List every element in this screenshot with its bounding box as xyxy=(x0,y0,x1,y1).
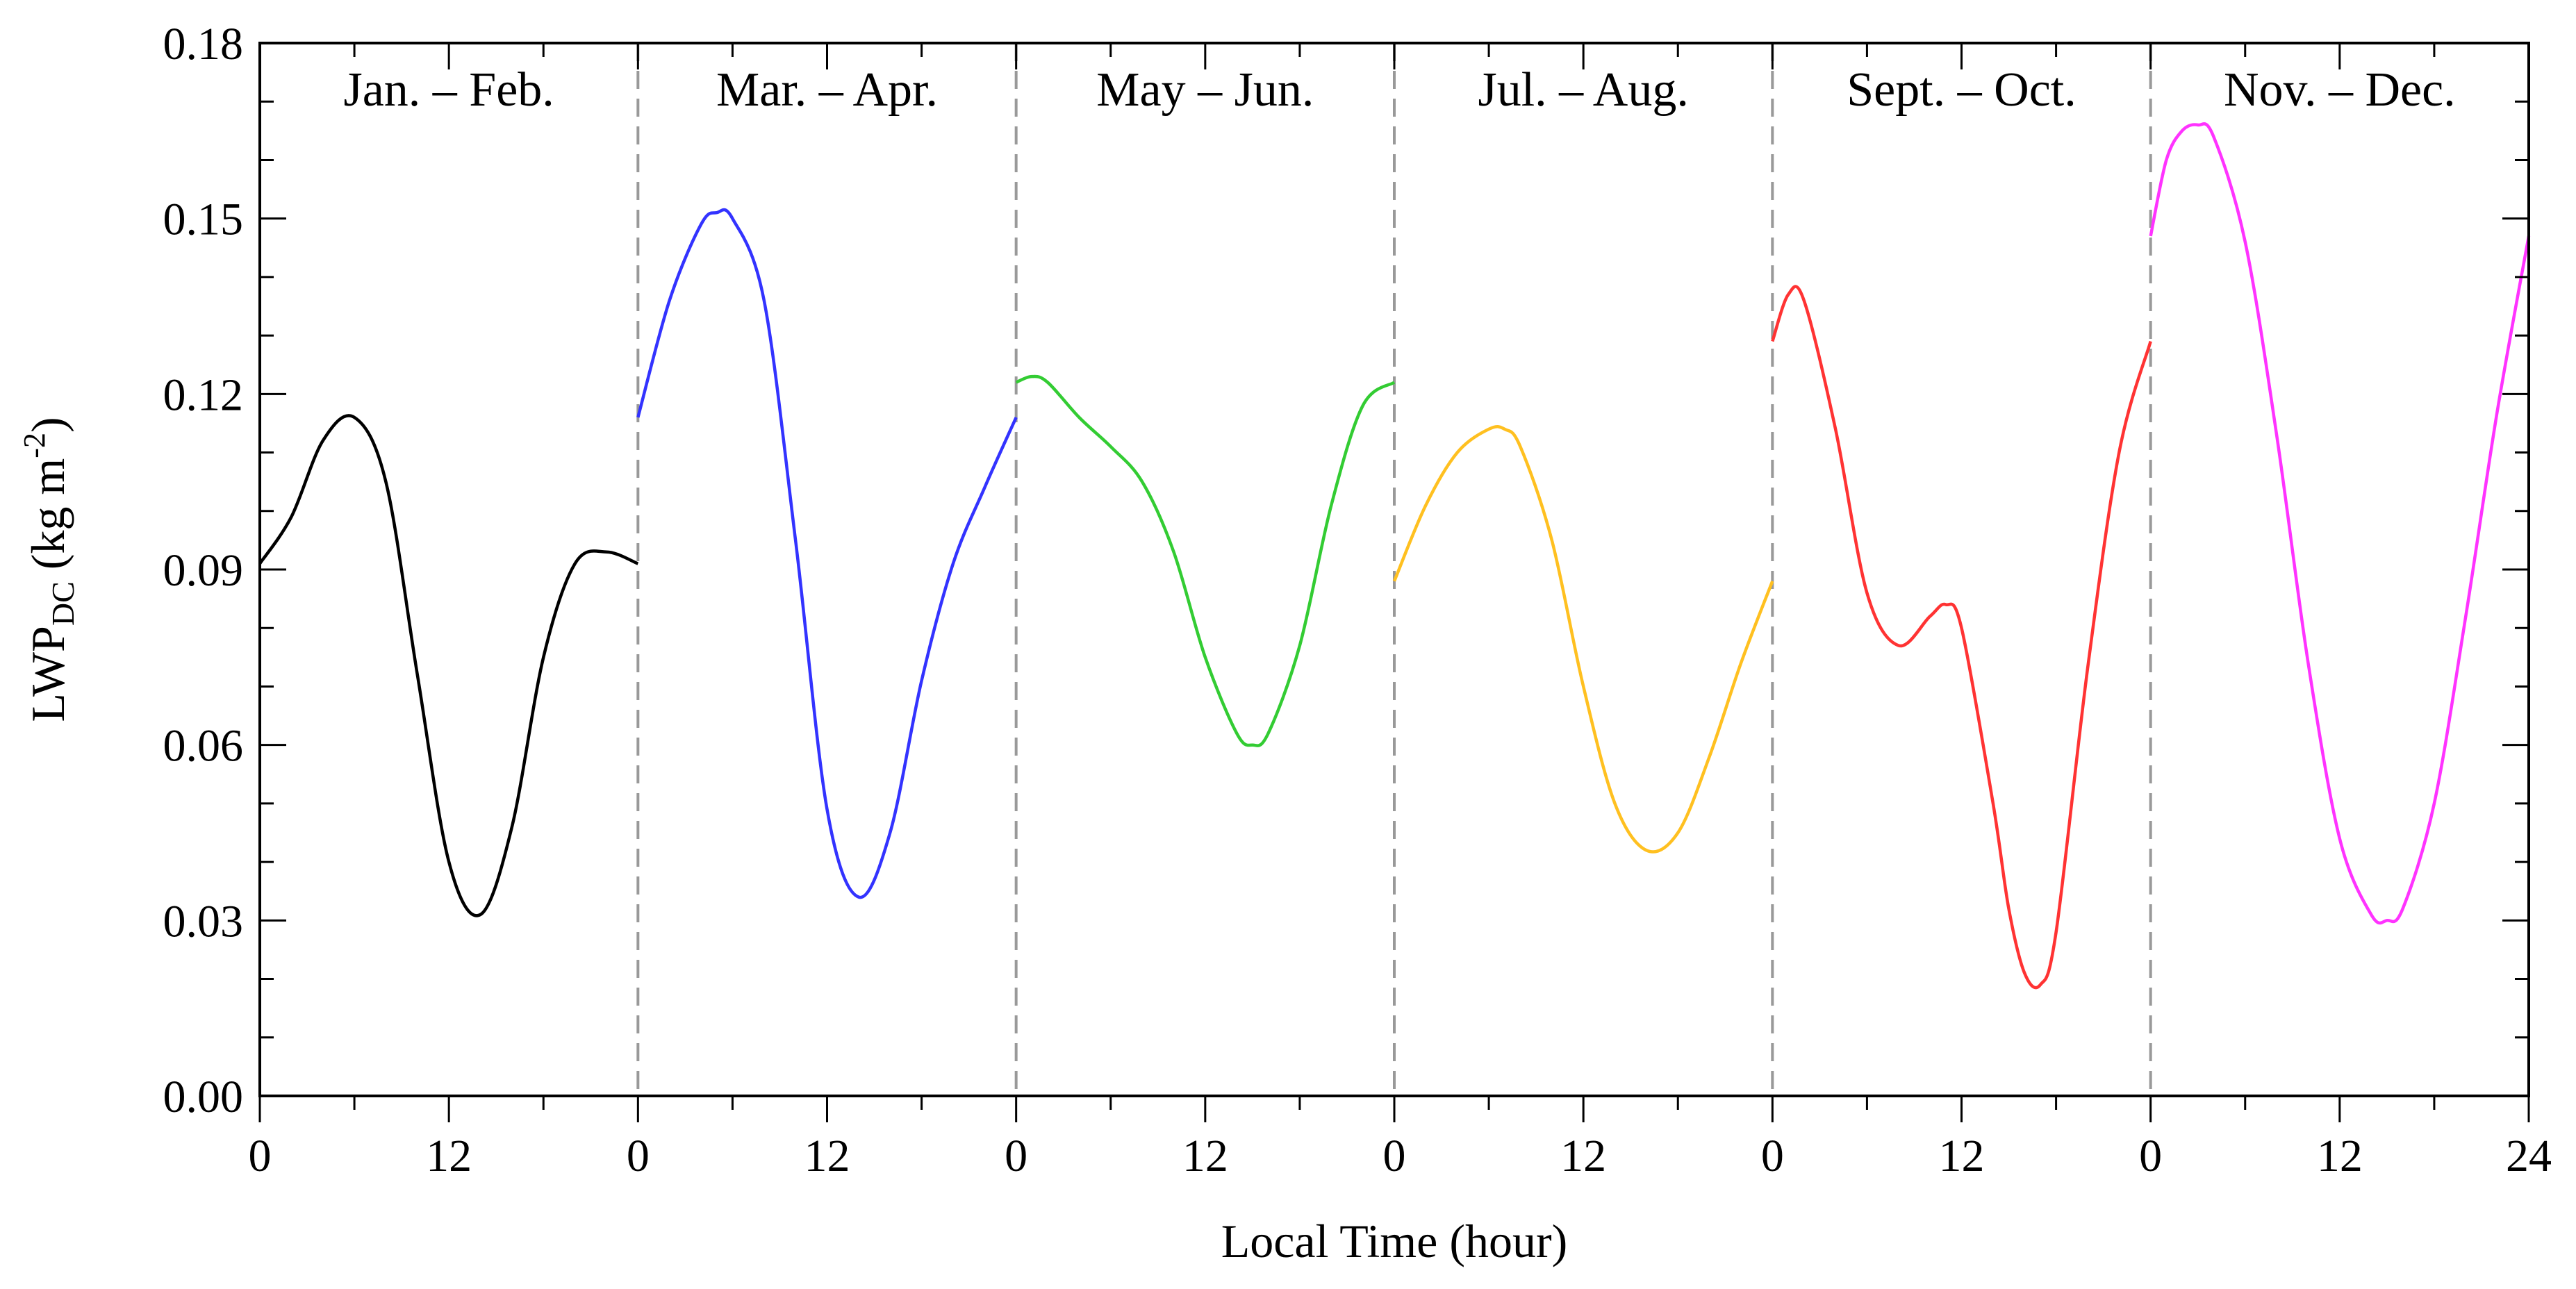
panel-label: Nov. – Dec. xyxy=(2224,63,2456,117)
x-axis-ticks xyxy=(258,43,2530,1122)
y-axis-label-units-end: ) xyxy=(22,417,74,433)
panel-label: Mar. – Apr. xyxy=(716,63,938,117)
y-axis-label-units: (kg m xyxy=(22,458,74,582)
y-tick-label: 0.15 xyxy=(163,194,244,245)
y-tick-label: 0.06 xyxy=(163,721,244,772)
x-tick-label: 0 xyxy=(1005,1131,1027,1181)
x-tick-label: 12 xyxy=(804,1131,850,1181)
x-tick-label: 0 xyxy=(2139,1131,2162,1181)
series-line-3 xyxy=(1015,374,1396,747)
x-axis-tick-labels: 0 12 0 12 0 12 0 12 0 12 0 12 24 xyxy=(249,1131,2552,1181)
series-layer xyxy=(258,122,2531,990)
series-line-5 xyxy=(1771,285,2152,990)
series-line-6 xyxy=(2149,122,2531,925)
x-tick-label: 12 xyxy=(1182,1131,1228,1181)
panel-label: Jul. – Aug. xyxy=(1478,63,1688,117)
panel-labels: Jan. – Feb. Mar. – Apr. May – Jun. Jul. – A… xyxy=(344,63,2456,117)
x-tick-label: 0 xyxy=(1761,1131,1784,1181)
x-tick-label: 12 xyxy=(426,1131,472,1181)
x-axis-label: Local Time (hour) xyxy=(1221,1215,1568,1267)
y-tick-label: 0.09 xyxy=(163,545,244,596)
y-axis-label-sub: DC xyxy=(45,581,81,626)
panel-dividers xyxy=(636,43,2152,1096)
y-axis-label: LWPDC (kg m-2) xyxy=(17,417,81,722)
y-axis-ticks xyxy=(260,42,2529,1097)
panel-label: Jan. – Feb. xyxy=(344,63,554,117)
series-line-2 xyxy=(636,208,1018,899)
y-axis-label-units-sup: -2 xyxy=(17,433,51,458)
x-tick-label: 12 xyxy=(1560,1131,1606,1181)
y-tick-label: 0.00 xyxy=(163,1072,244,1122)
series-line-1 xyxy=(258,414,639,917)
y-tick-label: 0.03 xyxy=(163,896,244,947)
x-tick-label: 0 xyxy=(627,1131,650,1181)
y-axis-label-main: LWP xyxy=(22,626,74,722)
y-axis-tick-labels: 0.00 0.03 0.06 0.09 0.12 0.15 0.18 xyxy=(163,19,244,1122)
y-tick-label: 0.12 xyxy=(163,369,244,420)
x-tick-label: 0 xyxy=(1383,1131,1406,1181)
x-tick-label: 24 xyxy=(2506,1131,2552,1181)
panel-label: May – Jun. xyxy=(1096,63,1314,117)
series-line-4 xyxy=(1392,424,1774,854)
x-tick-label: 0 xyxy=(249,1131,272,1181)
x-tick-label: 12 xyxy=(1939,1131,1985,1181)
panel-label: Sept. – Oct. xyxy=(1847,63,2077,117)
y-tick-label: 0.18 xyxy=(163,19,244,69)
x-tick-label: 12 xyxy=(2317,1131,2363,1181)
